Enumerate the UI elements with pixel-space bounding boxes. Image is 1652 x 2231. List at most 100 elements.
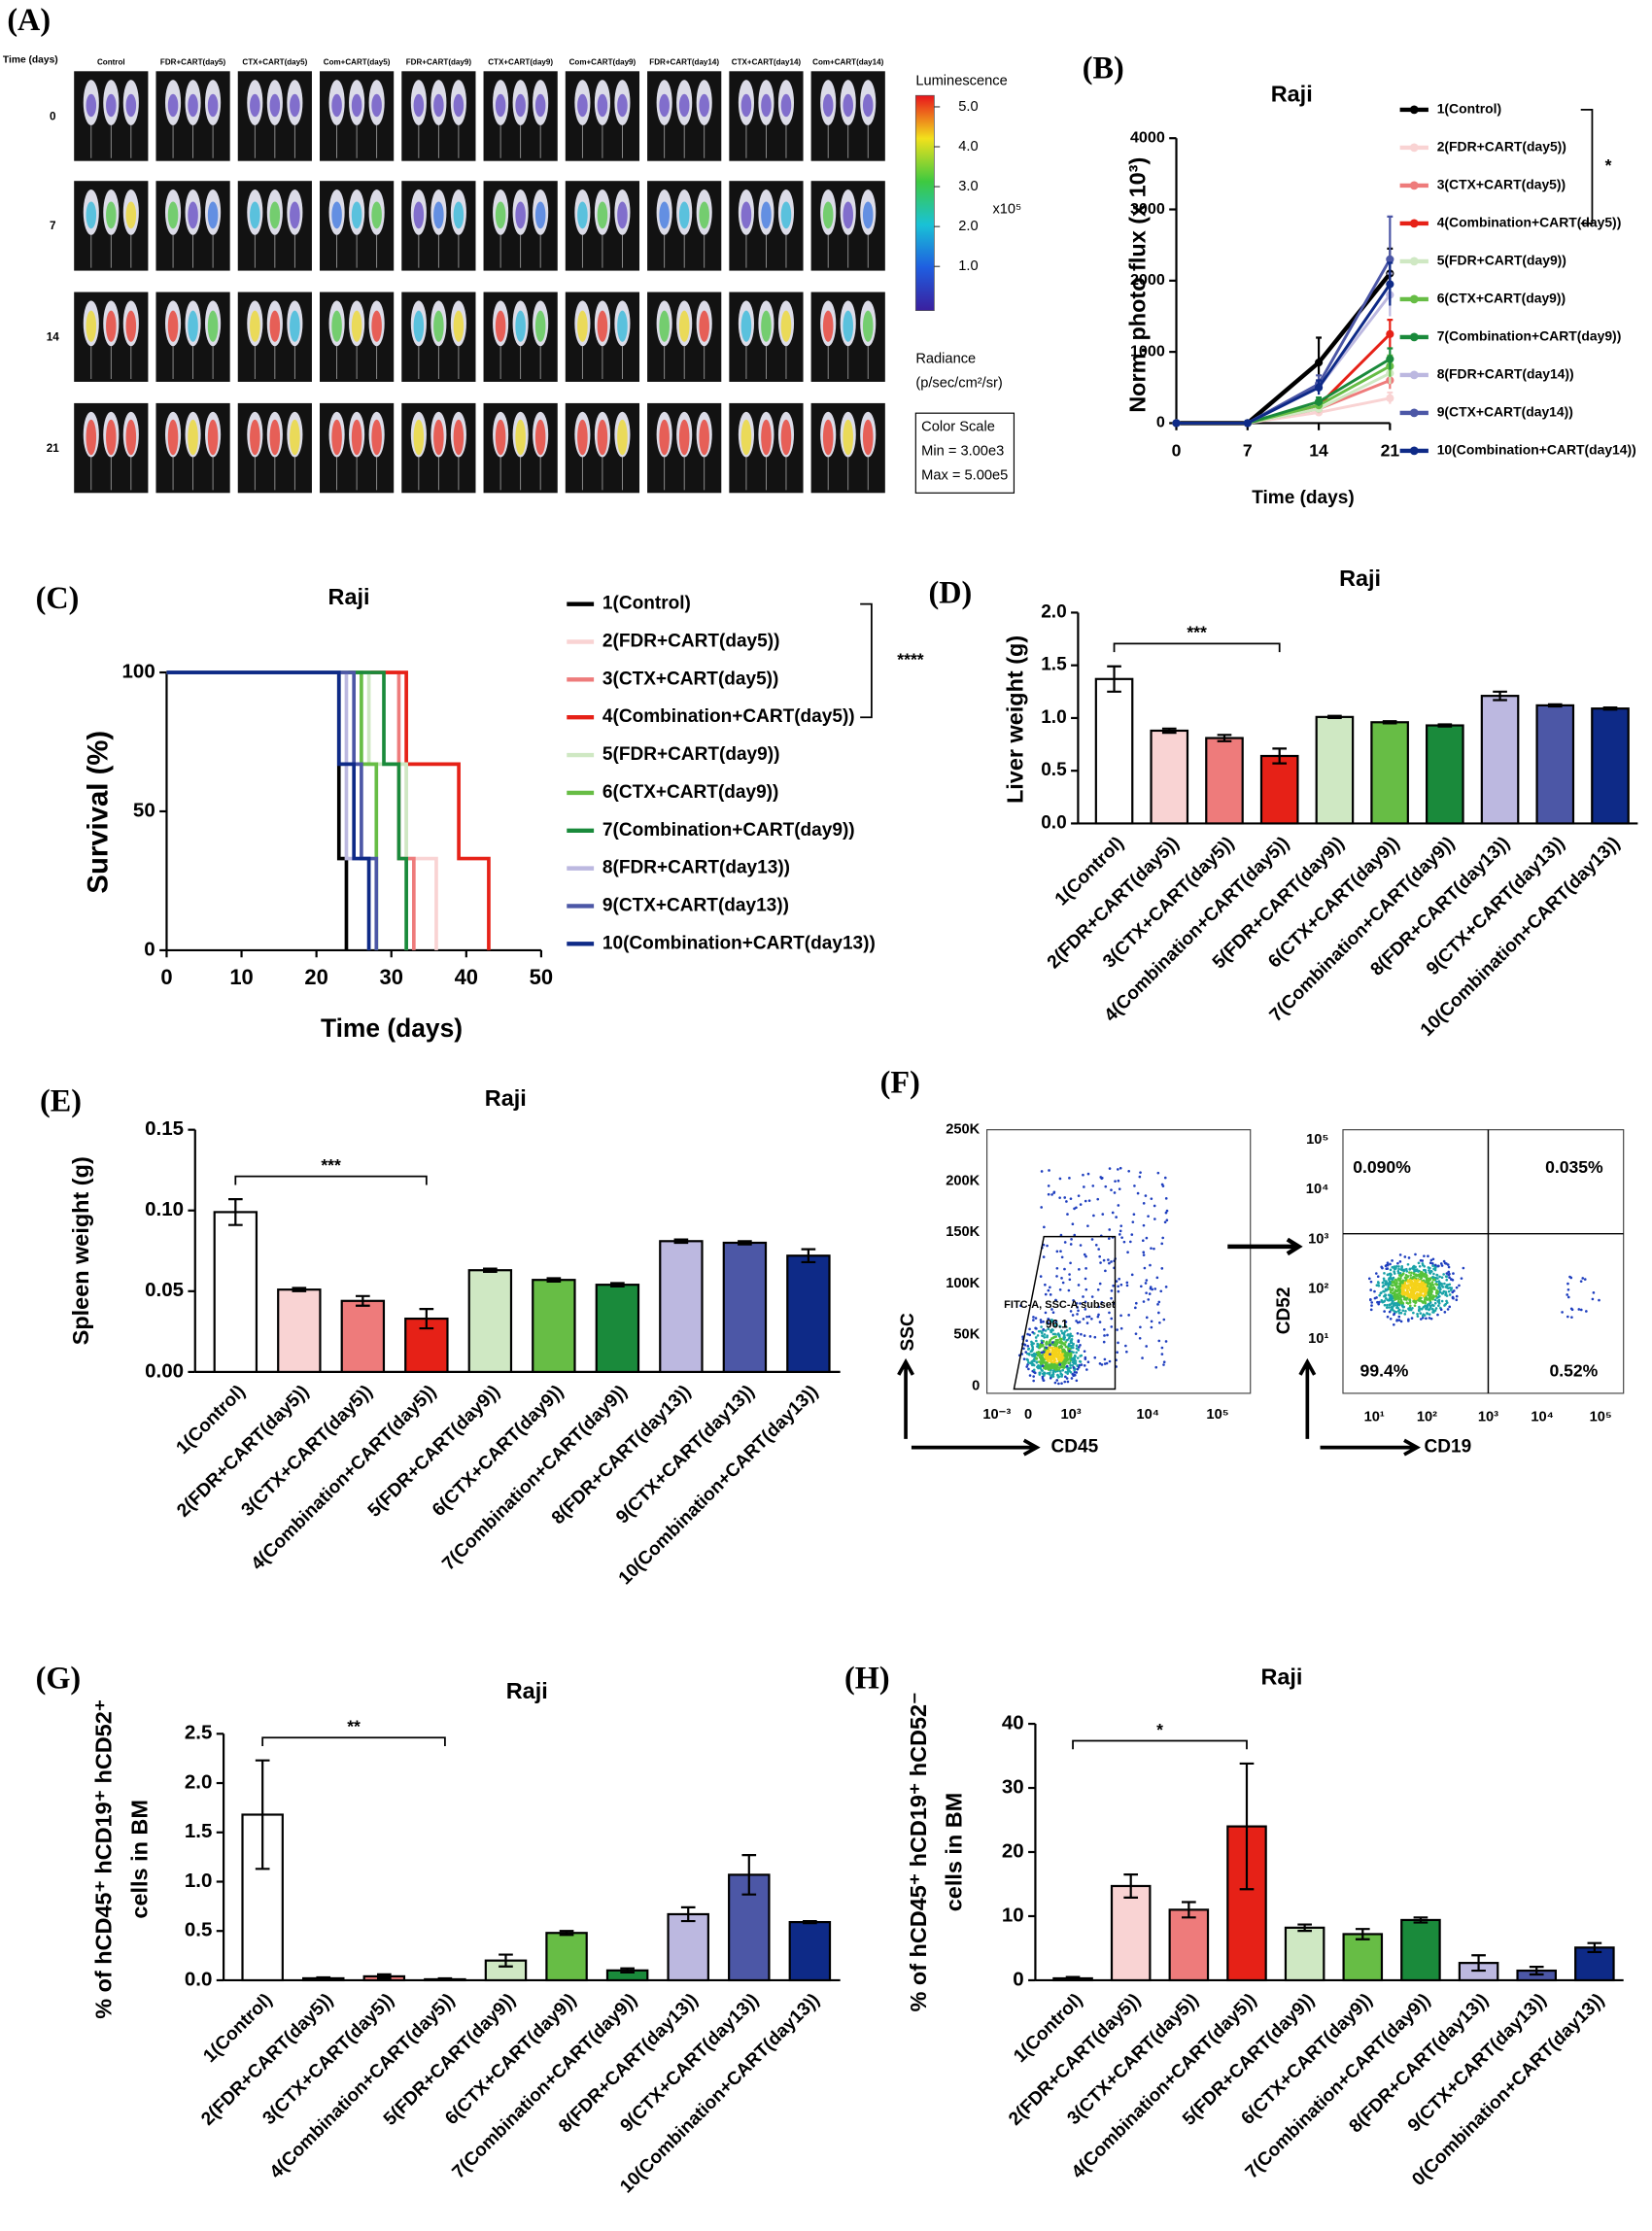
x-axis-label: Time (days): [321, 1013, 463, 1043]
event: [1063, 1354, 1067, 1356]
event: [1160, 1346, 1164, 1350]
y-tick-label: 0.0: [185, 1968, 213, 1990]
signal: [453, 93, 465, 118]
event: [1419, 1312, 1423, 1315]
event: [1050, 1193, 1053, 1196]
event: [1069, 1341, 1073, 1345]
event: [1143, 1266, 1147, 1270]
event: [1442, 1259, 1446, 1263]
event: [1096, 1315, 1100, 1319]
event: [1432, 1278, 1436, 1282]
event: [1397, 1267, 1400, 1271]
event: [1055, 1348, 1059, 1352]
event: [1419, 1296, 1422, 1300]
signal: [125, 201, 137, 229]
event: [1099, 1261, 1102, 1264]
y-tick-label: 10⁵: [1306, 1132, 1328, 1148]
legend-label: 3(CTX+CART(day5)): [602, 669, 778, 689]
bar: [667, 1912, 709, 1982]
event: [1036, 1345, 1039, 1348]
event: [1423, 1288, 1427, 1292]
event: [1373, 1296, 1377, 1300]
event: [1442, 1289, 1446, 1293]
event: [1394, 1302, 1396, 1305]
event: [1132, 1213, 1136, 1217]
event: [1410, 1291, 1413, 1294]
signal: [125, 419, 137, 456]
event: [1044, 1292, 1048, 1296]
event: [1092, 1214, 1095, 1218]
event: [1065, 1364, 1069, 1368]
x-tick-label: 10³: [1478, 1410, 1498, 1425]
event: [1369, 1297, 1372, 1301]
event: [1422, 1305, 1426, 1309]
event: [1134, 1306, 1137, 1310]
event: [1566, 1295, 1570, 1299]
event: [1072, 1351, 1075, 1354]
event: [1050, 1351, 1053, 1354]
event: [1432, 1295, 1436, 1298]
signal: [433, 310, 444, 342]
event: [1032, 1342, 1035, 1345]
survival-curve: [166, 670, 371, 950]
event: [1384, 1283, 1388, 1287]
event: [1026, 1352, 1029, 1356]
event: [1040, 1325, 1043, 1328]
event: [1398, 1303, 1401, 1307]
event: [1076, 1367, 1080, 1371]
event: [1404, 1274, 1408, 1277]
signal: [86, 419, 97, 456]
legend-label: 2(FDR+CART(day5)): [602, 632, 780, 652]
signal: [843, 310, 853, 342]
event: [1424, 1300, 1427, 1304]
row-label: 14: [47, 331, 60, 344]
event: [1440, 1276, 1444, 1280]
event: [1039, 1275, 1043, 1278]
event: [1049, 1340, 1051, 1343]
event: [1028, 1333, 1032, 1337]
event: [1076, 1306, 1080, 1309]
event: [1138, 1336, 1142, 1340]
signal: [106, 93, 117, 118]
event: [1160, 1183, 1164, 1186]
event: [1046, 1244, 1049, 1248]
x-tick-label: 40: [455, 965, 478, 989]
x-tick-label: 10²: [1417, 1410, 1437, 1425]
event: [1054, 1351, 1058, 1355]
bar: [595, 1284, 640, 1374]
event: [1075, 1379, 1079, 1383]
scale-box-text: Max = 5.00e5: [921, 468, 1008, 484]
event: [1069, 1310, 1073, 1313]
event: [1042, 1360, 1046, 1363]
error-bar: [1123, 1872, 1139, 1899]
event: [1046, 1334, 1049, 1338]
signal: [453, 201, 465, 229]
event: [1117, 1289, 1120, 1293]
event: [1400, 1273, 1404, 1277]
bar: [1094, 677, 1134, 825]
signal: [659, 93, 670, 118]
event: [1025, 1357, 1029, 1361]
event: [1047, 1321, 1050, 1324]
series-line: [1176, 258, 1392, 425]
event: [1084, 1308, 1087, 1311]
event: [1032, 1363, 1036, 1367]
error-bar: [1471, 1954, 1486, 1973]
y-tick-label: 40: [1002, 1711, 1024, 1733]
event: [1160, 1242, 1164, 1246]
error-bar: [738, 1240, 752, 1246]
signal: [207, 201, 219, 229]
event: [1134, 1332, 1138, 1336]
event: [1086, 1360, 1090, 1364]
event: [1431, 1283, 1434, 1287]
event: [1085, 1321, 1089, 1324]
event: [1433, 1268, 1437, 1272]
legend-marker: [1409, 332, 1419, 342]
event: [1037, 1350, 1041, 1354]
signal: [495, 93, 506, 118]
column-header: Com+CART(day14): [812, 58, 883, 67]
significance: **: [347, 1717, 361, 1736]
event: [1433, 1263, 1437, 1267]
event: [1145, 1236, 1149, 1240]
event: [1398, 1253, 1402, 1256]
